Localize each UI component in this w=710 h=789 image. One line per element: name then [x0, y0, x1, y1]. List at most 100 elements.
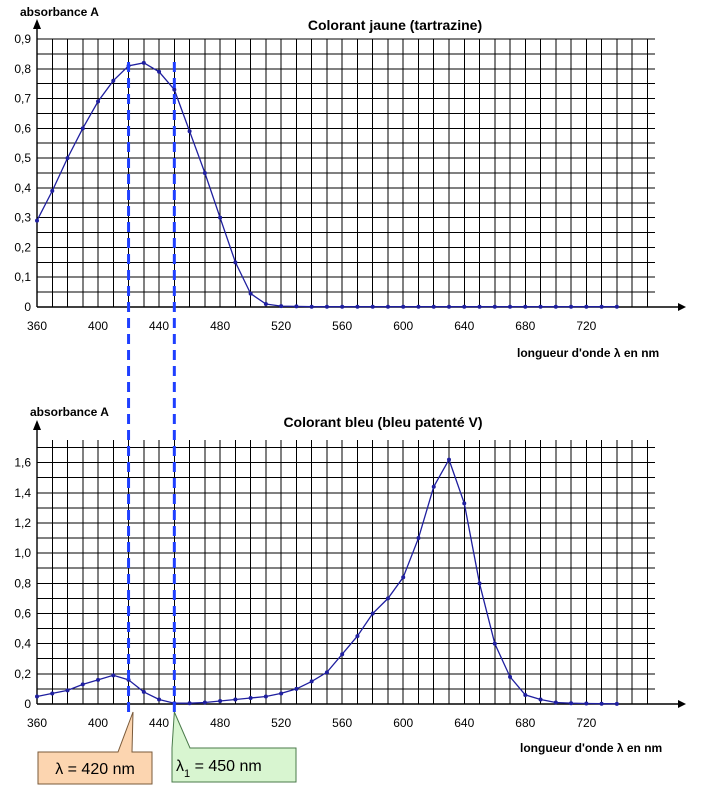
- x-tick-label: 400: [88, 716, 108, 730]
- chart-title: Colorant jaune (tartrazine): [308, 17, 482, 33]
- x-tick-label: 600: [393, 716, 413, 730]
- data-point: [294, 686, 299, 691]
- data-point: [294, 304, 299, 309]
- data-point: [157, 697, 162, 702]
- data-point: [141, 689, 146, 694]
- data-point: [187, 129, 192, 134]
- data-point: [65, 156, 70, 161]
- callout-450-text: λ1 = 450 nm: [176, 758, 262, 780]
- x-axis-arrow: [678, 700, 686, 708]
- data-point: [462, 304, 467, 309]
- x-tick-label: 520: [271, 319, 291, 333]
- data-point: [477, 581, 482, 586]
- data-point: [477, 304, 482, 309]
- data-point: [614, 701, 619, 706]
- y-axis-label: absorbance A: [20, 5, 99, 19]
- data-point: [523, 692, 528, 697]
- y-axis-label: absorbance A: [30, 405, 109, 419]
- data-point: [492, 641, 497, 646]
- callout-420-text: λ = 420 nm: [55, 761, 135, 778]
- x-tick-label: 440: [149, 319, 169, 333]
- data-point: [111, 673, 116, 678]
- y-tick-label: 1,6: [14, 456, 31, 470]
- data-point: [492, 304, 497, 309]
- y-tick-label: 0,3: [14, 211, 31, 225]
- data-point: [569, 304, 574, 309]
- data-point: [80, 126, 85, 131]
- y-tick-label: 1,4: [14, 486, 31, 500]
- data-point: [218, 698, 223, 703]
- x-tick-label: 480: [210, 319, 230, 333]
- x-tick-label: 720: [576, 716, 596, 730]
- data-point: [202, 700, 207, 705]
- callout-420: [37, 711, 153, 785]
- data-point: [447, 304, 451, 309]
- y-tick-label: 0,7: [14, 92, 31, 106]
- y-tick-label: 0: [24, 697, 31, 711]
- y-tick-label: 0: [24, 300, 31, 314]
- x-tick-label: 720: [576, 319, 596, 333]
- data-point: [370, 611, 375, 616]
- x-tick-label: 640: [454, 716, 474, 730]
- y-tick-label: 0,2: [14, 667, 31, 681]
- y-tick-label: 0,6: [14, 606, 31, 620]
- x-axis-label: longueur d'onde λ en nm: [517, 346, 659, 360]
- data-point: [340, 652, 345, 657]
- data-point: [248, 291, 253, 296]
- x-tick-label: 360: [27, 319, 47, 333]
- data-point: [233, 260, 238, 265]
- data-point: [385, 304, 390, 309]
- data-point: [553, 700, 558, 705]
- data-point: [401, 304, 406, 309]
- data-point: [309, 304, 314, 309]
- data-point: [523, 304, 528, 309]
- data-point: [172, 87, 177, 92]
- data-point: [248, 695, 253, 700]
- callout-450: [171, 711, 297, 783]
- data-point: [569, 701, 574, 706]
- y-axis-arrow: [33, 19, 41, 29]
- data-point: [431, 484, 436, 489]
- y-tick-label: 0,8: [14, 62, 31, 76]
- y-tick-label: 0,6: [14, 121, 31, 135]
- data-point: [401, 575, 406, 580]
- data-point: [202, 171, 207, 175]
- x-tick-label: 680: [515, 716, 535, 730]
- data-point: [447, 457, 451, 462]
- x-axis-arrow: [678, 303, 686, 311]
- x-tick-label: 640: [454, 319, 474, 333]
- y-tick-label: 0,5: [14, 151, 31, 165]
- y-tick-label: 0,8: [14, 576, 31, 590]
- data-point: [141, 60, 146, 65]
- data-point: [324, 304, 329, 309]
- data-point: [157, 69, 162, 74]
- data-point: [416, 304, 421, 309]
- data-point: [370, 304, 375, 309]
- data-point: [263, 302, 268, 307]
- x-tick-label: 440: [149, 716, 169, 730]
- x-tick-label: 560: [332, 319, 352, 333]
- data-point: [279, 304, 284, 309]
- x-tick-label: 480: [210, 716, 230, 730]
- data-point: [50, 691, 55, 696]
- data-point: [35, 694, 39, 699]
- data-point: [263, 694, 268, 699]
- data-point: [355, 304, 360, 309]
- y-tick-label: 1,2: [14, 516, 31, 530]
- data-point: [111, 78, 116, 83]
- data-point: [538, 697, 543, 702]
- data-point: [431, 304, 436, 309]
- x-tick-label: 600: [393, 319, 413, 333]
- y-tick-label: 0,4: [14, 181, 31, 195]
- data-point: [65, 688, 70, 693]
- chart-title: Colorant bleu (bleu patenté V): [283, 414, 482, 430]
- x-tick-label: 520: [271, 716, 291, 730]
- data-point: [324, 670, 329, 675]
- y-tick-label: 1,0: [14, 546, 31, 560]
- data-point: [584, 701, 589, 706]
- y-axis-arrow: [33, 420, 41, 430]
- data-point: [50, 188, 55, 193]
- y-tick-label: 0,2: [14, 240, 31, 254]
- x-tick-label: 360: [27, 716, 47, 730]
